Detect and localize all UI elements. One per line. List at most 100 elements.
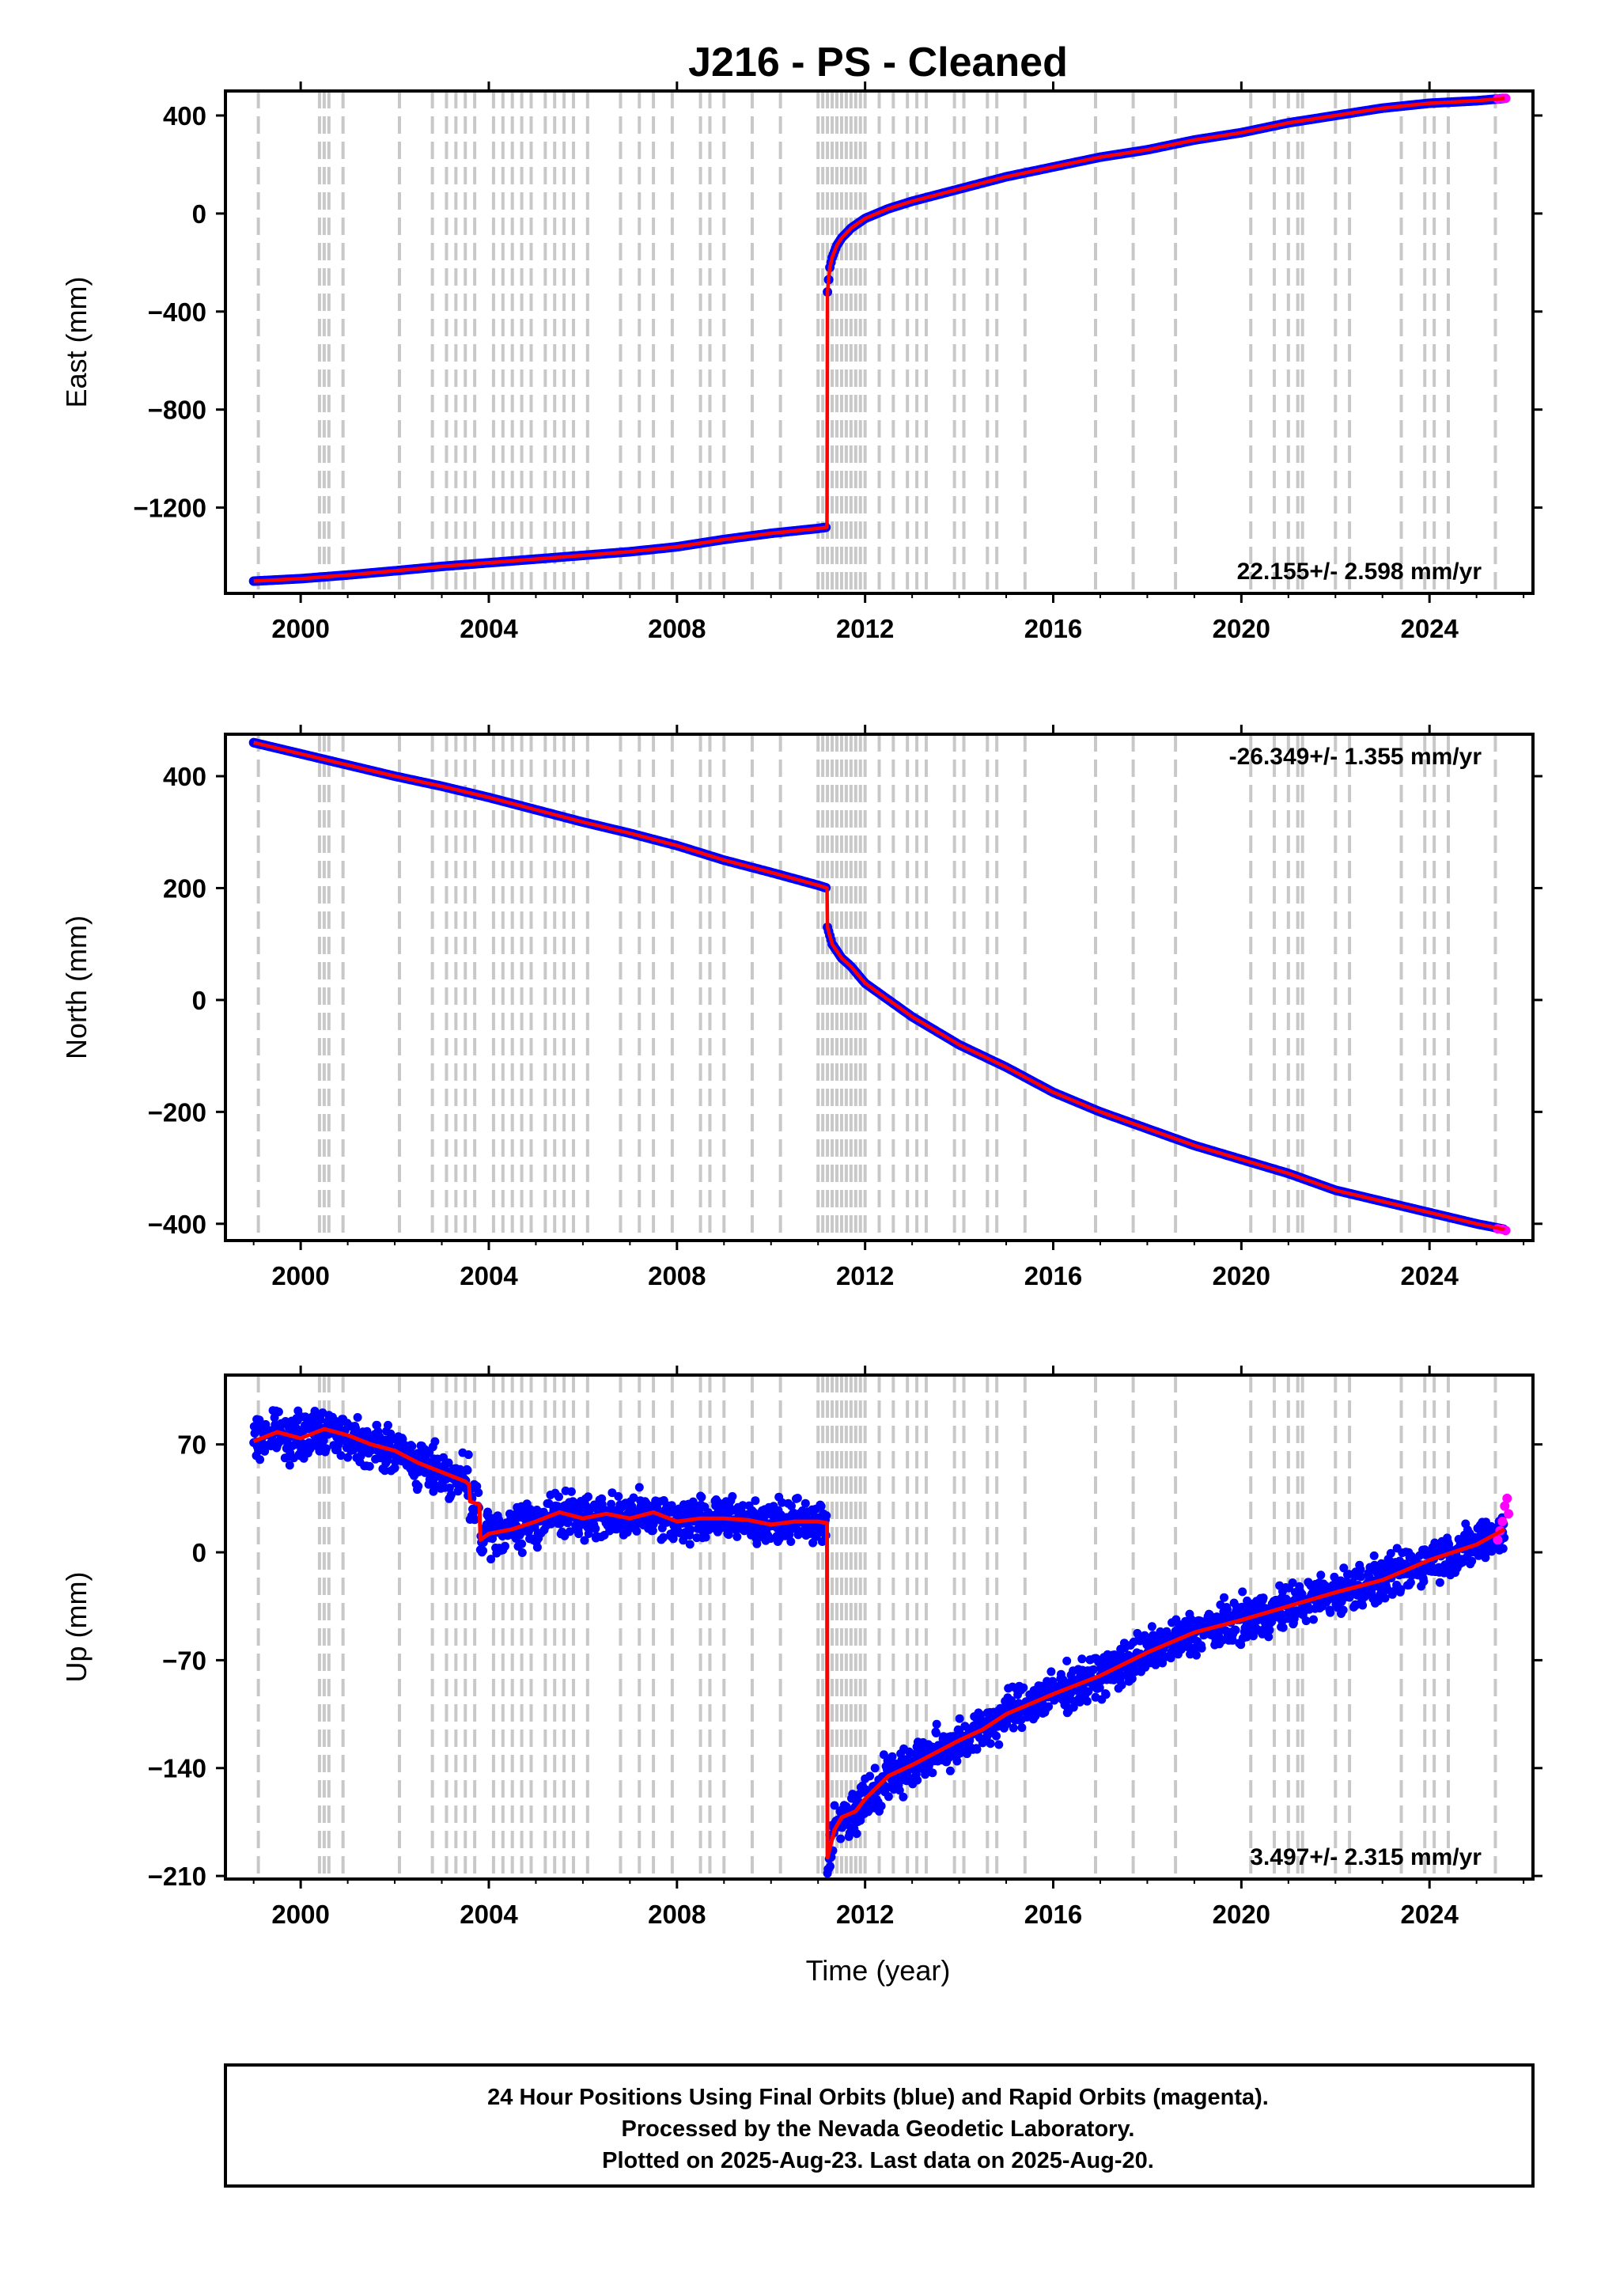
y-tick-label: 70 [177, 1430, 206, 1460]
final-orbit-point [1249, 1631, 1258, 1641]
east-panel: 2000 2004 2008 2012 2016 2020 20244000−400−800… [60, 81, 1542, 643]
x-tick-label: 2012 [836, 1900, 894, 1929]
final-orbit-point [1101, 1690, 1111, 1699]
up-panel: 2000 2004 2008 2012 2016 2020 2024700−70−140−2… [60, 1366, 1542, 1929]
final-orbit-point [607, 1488, 617, 1498]
final-orbit-point [383, 1456, 392, 1465]
final-orbit-point [686, 1525, 695, 1534]
final-orbit-point [852, 1829, 861, 1839]
final-orbit-point [1149, 1631, 1158, 1640]
rapid-orbit-point [1500, 1501, 1510, 1511]
final-orbit-point [1088, 1665, 1098, 1674]
final-orbit-point [390, 1464, 399, 1472]
final-orbit-point [316, 1415, 325, 1424]
model-fit-line [253, 741, 1505, 1232]
data-points [249, 1406, 1514, 1878]
final-orbit-point [1238, 1587, 1247, 1597]
rapid-orbit-point [1504, 1509, 1514, 1519]
x-tick-label: 2020 [1213, 1900, 1270, 1929]
final-orbit-point [285, 1461, 294, 1470]
x-axis-label: Time (year) [806, 1954, 951, 1987]
final-orbit-point [486, 1555, 496, 1564]
final-orbit-point [1369, 1551, 1379, 1560]
final-orbit-point [532, 1543, 542, 1552]
rapid-orbit-point [1501, 93, 1511, 104]
footer-frame [224, 2063, 1535, 2188]
final-orbit-point [343, 1453, 353, 1462]
final-orbit-point [444, 1458, 453, 1468]
final-orbit-point [414, 1482, 423, 1491]
final-orbit-point [591, 1524, 600, 1533]
velocity-label: 22.155+/- 2.598 mm/yr [1237, 559, 1482, 585]
final-orbit-point [1316, 1570, 1326, 1580]
final-orbit-point [634, 1483, 644, 1492]
footer-line-3: Plotted on 2025-Aug-23. Last data on 202… [602, 2148, 1154, 2173]
x-tick-label: 2016 [1024, 614, 1082, 643]
y-tick-label: −400 [148, 297, 206, 327]
x-tick-label: 2004 [460, 1261, 518, 1290]
final-orbit-point [470, 1515, 479, 1525]
final-orbit-point [517, 1548, 527, 1557]
x-tick-label: 2008 [648, 614, 706, 643]
x-tick-label: 2000 [271, 1261, 329, 1290]
final-orbit-point [584, 1492, 592, 1502]
x-tick-label: 2024 [1400, 1900, 1459, 1929]
plot-frame [224, 1373, 1535, 1881]
x-tick-label: 2004 [460, 1900, 518, 1929]
final-orbit-point [899, 1792, 908, 1802]
final-orbit-point [1373, 1597, 1383, 1605]
final-orbit-point [986, 1739, 995, 1749]
final-orbit-point [751, 1496, 760, 1506]
y-tick-label: 400 [163, 101, 206, 131]
final-orbit-point [384, 1420, 392, 1430]
final-orbit-point [800, 1498, 810, 1508]
final-orbit-point [1309, 1615, 1318, 1624]
y-tick-label: 0 [192, 986, 206, 1015]
final-orbit-point [1117, 1680, 1126, 1690]
final-orbit-point [679, 1536, 688, 1545]
x-tick-label: 2008 [648, 1900, 706, 1929]
final-orbit-point [430, 1437, 440, 1446]
final-orbit-point [566, 1487, 576, 1496]
y-tick-label: 0 [192, 199, 206, 229]
final-orbit-point [1339, 1563, 1349, 1573]
x-tick-label: 2020 [1213, 614, 1270, 643]
x-tick-label: 2008 [648, 1261, 706, 1290]
final-orbit-point [1019, 1683, 1028, 1692]
final-orbit-point [463, 1465, 472, 1475]
y-tick-label: −200 [148, 1097, 206, 1127]
y-tick-label: 200 [163, 873, 206, 903]
final-orbit-point [830, 1801, 839, 1810]
final-orbit-point [822, 1511, 831, 1521]
final-orbit-point [701, 1533, 710, 1542]
final-orbit-point [353, 1413, 362, 1422]
final-orbit-point [1386, 1548, 1395, 1558]
final-orbit-point [826, 1862, 835, 1871]
final-orbit-point [816, 1502, 826, 1511]
final-orbit-point [667, 1501, 676, 1510]
final-orbit-point [1498, 1544, 1508, 1553]
final-orbit-point [1077, 1654, 1087, 1664]
final-orbit-point [903, 1772, 913, 1782]
final-orbit-point [554, 1492, 563, 1502]
final-orbit-point [688, 1497, 698, 1506]
final-orbit-point [1197, 1643, 1206, 1653]
final-orbit-point [319, 1436, 328, 1445]
final-orbit-point [945, 1766, 955, 1775]
y-axis-label: North (mm) [60, 915, 93, 1059]
y-tick-label: 0 [192, 1538, 206, 1567]
final-orbit-point [1231, 1625, 1240, 1635]
final-orbit-point [1267, 1617, 1277, 1627]
final-orbit-point [1357, 1572, 1366, 1582]
final-orbit-point [474, 1488, 483, 1498]
x-tick-label: 2000 [271, 614, 329, 643]
final-orbit-point [865, 1771, 875, 1781]
final-orbit-point [1258, 1593, 1268, 1603]
final-orbit-point [1467, 1556, 1477, 1566]
rapid-orbit-point [1493, 1535, 1503, 1545]
y-tick-label: −70 [162, 1646, 206, 1675]
final-orbit-point [1278, 1623, 1288, 1632]
final-orbit-point [895, 1786, 904, 1795]
y-tick-label: −140 [148, 1754, 206, 1783]
model-fit-line [252, 1426, 1506, 1860]
